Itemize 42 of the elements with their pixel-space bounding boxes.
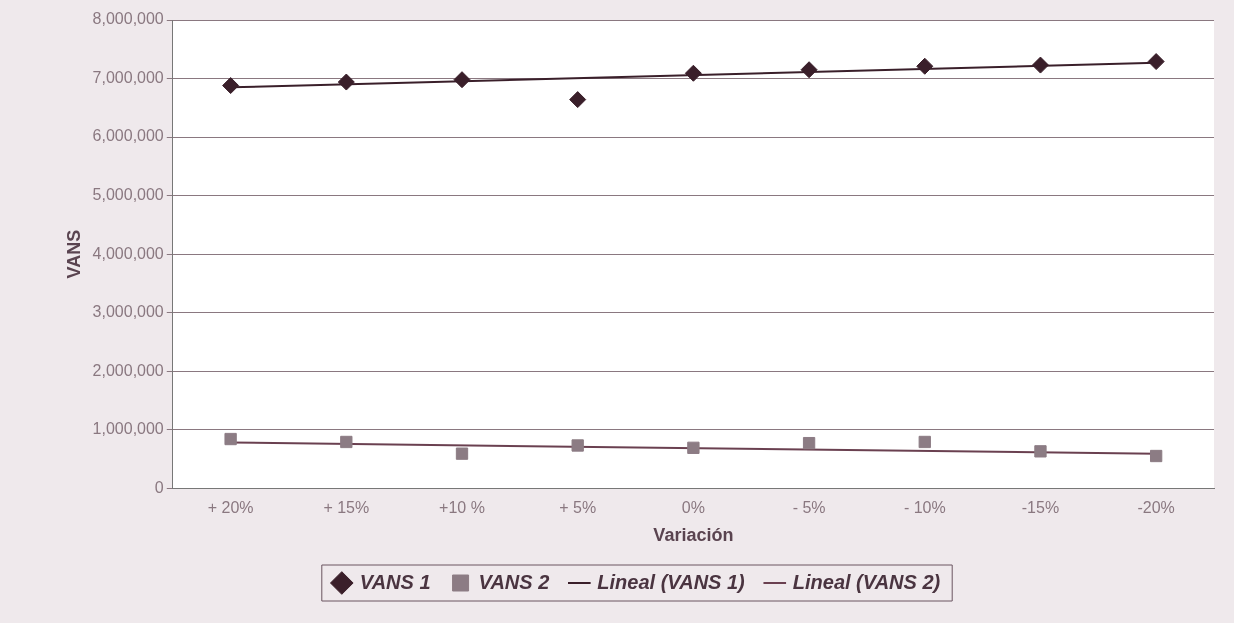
x-tick-label: + 15%	[323, 499, 370, 517]
y-tick-label: 3,000,000	[92, 303, 164, 321]
point	[455, 447, 469, 460]
point	[340, 435, 353, 449]
y-axis-title: VANS	[63, 229, 84, 279]
point	[222, 77, 240, 95]
legend-label: VANS 2	[478, 570, 550, 593]
point	[918, 435, 931, 449]
point	[571, 439, 584, 452]
point	[569, 91, 587, 109]
point	[800, 61, 818, 79]
x-tick-label: 0%	[681, 499, 705, 517]
y-tick-label: 6,000,000	[92, 127, 164, 145]
point	[1150, 449, 1163, 463]
y-tick-label: 1,000,000	[92, 420, 164, 438]
point	[684, 64, 702, 82]
x-tick-label: +10 %	[439, 499, 485, 517]
x-axis-title: Variación	[653, 525, 734, 546]
point	[1034, 445, 1047, 458]
point	[224, 432, 237, 446]
legend-label: Lineal (VANS 2)	[792, 570, 941, 593]
x-tick-label: -20%	[1137, 499, 1175, 517]
legend-label: Lineal (VANS 1)	[597, 570, 746, 593]
point	[453, 71, 471, 89]
x-tick-label: + 5%	[559, 499, 597, 517]
point	[687, 441, 700, 454]
y-tick-label: 2,000,000	[92, 361, 164, 379]
x-tick-label: -15%	[1021, 499, 1060, 517]
y-tick-label: 7,000,000	[92, 68, 164, 86]
y-tick-label: 8,000,000	[92, 10, 164, 28]
point	[1031, 56, 1049, 74]
point	[802, 436, 816, 450]
y-tick-label: 5,000,000	[92, 185, 164, 203]
legend-label: VANS 1	[359, 570, 431, 593]
point	[916, 57, 934, 75]
point	[337, 73, 355, 91]
x-tick-label: - 10%	[903, 499, 946, 517]
y-tick-label: 4,000,000	[92, 244, 164, 262]
x-tick-label: + 20%	[207, 499, 254, 517]
y-tick-label: 0	[154, 478, 164, 496]
x-tick-label: - 5%	[792, 499, 826, 517]
point	[1147, 53, 1165, 71]
